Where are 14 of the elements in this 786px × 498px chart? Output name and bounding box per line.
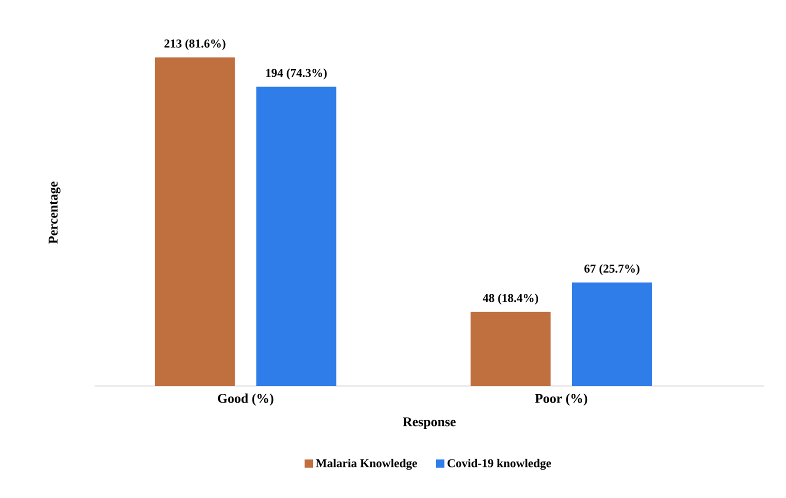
x-tick-label: Poor (%) [535,394,588,406]
x-axis-title: Response [402,417,456,430]
bar [572,282,652,386]
data-label: 48 (18.4%) [482,294,538,305]
legend-label: Malaria Knowledge [316,458,418,470]
data-label: 213 (81.6%) [164,39,226,50]
legend-label: Covid-19 knowledge [448,458,552,470]
bar [154,57,235,386]
data-label: 67 (25.7%) [584,264,640,276]
y-axis-title: Percentage [48,182,60,244]
data-label: 194 (74.3%) [266,68,327,80]
bar [256,86,336,386]
bar [470,312,551,386]
x-tick-label: Good (%) [218,394,274,406]
